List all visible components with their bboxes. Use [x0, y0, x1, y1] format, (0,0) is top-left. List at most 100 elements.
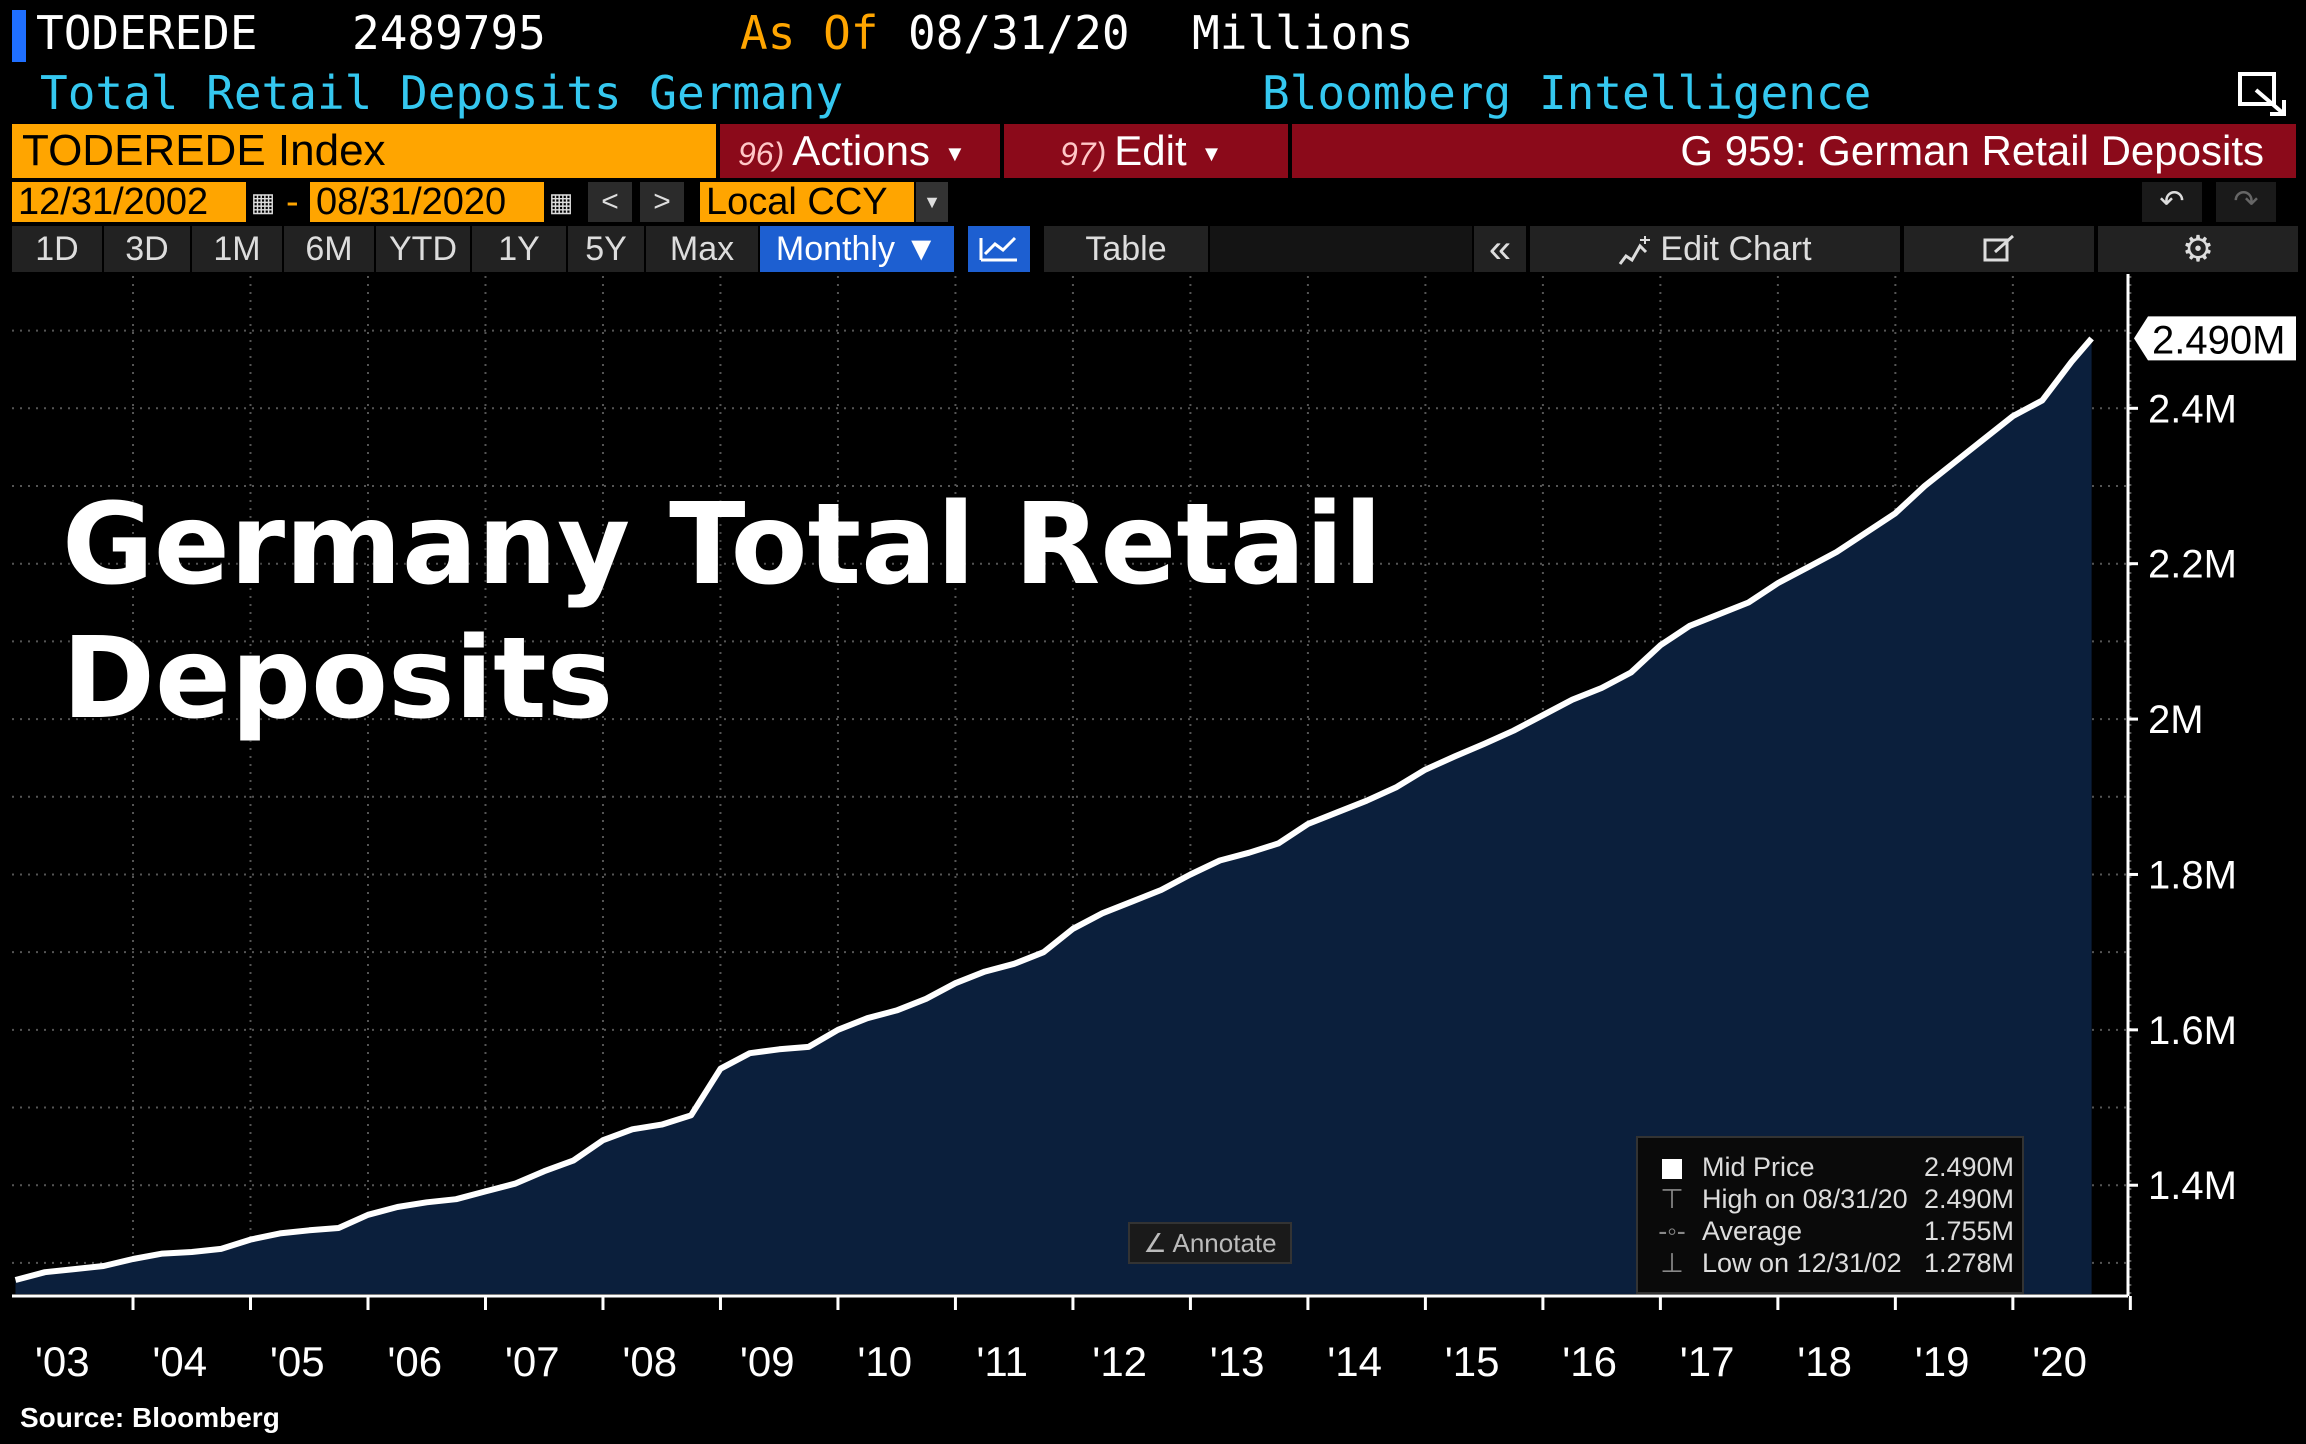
x-tick-label: '11	[976, 1338, 1028, 1385]
actions-button[interactable]: 96) Actions ▼	[720, 124, 1000, 178]
y-tick-label: 1.8M	[2148, 853, 2237, 897]
x-tick-label: '19	[1915, 1338, 1970, 1385]
edit-label: Edit	[1114, 127, 1187, 174]
chart-edit-icon	[1619, 236, 1651, 265]
edit-button[interactable]: 97) Edit ▼	[1004, 124, 1288, 178]
x-tick-label: '07	[505, 1338, 560, 1385]
y-axis-ticks: 1.4M 1.6M 1.8M 2M 2.2M 2.4M	[2128, 387, 2237, 1208]
provider-label: Bloomberg Intelligence	[1262, 66, 1872, 120]
actions-label: Actions	[792, 127, 930, 174]
x-tick-label: '04	[152, 1338, 207, 1385]
x-tick-label: '14	[1327, 1338, 1382, 1385]
range-max[interactable]: Max	[646, 226, 758, 272]
y-tick-label: 2M	[2148, 698, 2204, 742]
last-value-tag-shape	[2134, 316, 2296, 361]
as-of-date: 08/31/20	[908, 6, 1130, 60]
x-tick-label: '06	[387, 1338, 442, 1385]
x-tick-label: '16	[1562, 1338, 1617, 1385]
legend-value: 2.490M	[1923, 1184, 2014, 1214]
legend-value: 2.490M	[1923, 1152, 2014, 1182]
chevron-down-icon: ▼	[1200, 140, 1223, 166]
range-ytd[interactable]: YTD	[376, 226, 470, 272]
y-tick-label: 2.4M	[2148, 387, 2237, 431]
page-title: G 959: German Retail Deposits	[1292, 124, 2296, 178]
legend-row: ⊥ Low on 12/31/02 1.278M	[1652, 1248, 2014, 1280]
frequency-select[interactable]: Monthly ▼	[760, 226, 954, 272]
series-line	[14, 336, 2094, 1283]
line-chart-icon[interactable]	[968, 226, 1030, 272]
range-6m[interactable]: 6M	[284, 226, 374, 272]
x-tick-label: '20	[2032, 1338, 2087, 1385]
as-of-label: As Of	[740, 6, 879, 60]
chart-title-overlay: Germany Total Retail Deposits	[62, 478, 1382, 746]
undo-icon[interactable]: ↶	[2142, 182, 2202, 222]
prev-period-button[interactable]: <	[588, 182, 632, 222]
next-period-button[interactable]: >	[640, 182, 684, 222]
end-date-input[interactable]: 08/31/2020	[310, 182, 544, 222]
range-1y[interactable]: 1Y	[472, 226, 566, 272]
last-value-tag-label: 2.490M	[2152, 318, 2285, 362]
average-marker-icon: -◦-	[1658, 1216, 1686, 1246]
chart-title-line-1: Germany Total Retail	[62, 480, 1383, 610]
x-tick-label: '05	[270, 1338, 325, 1385]
x-tick-label: '08	[622, 1338, 677, 1385]
x-tick-label: '09	[740, 1338, 795, 1385]
x-axis-ticks: '03 '04 '05 '06 '07 '08 '09 '10 '11 '12 '13 '14 '15 '…	[35, 1296, 2132, 1385]
chevron-down-icon[interactable]: ▼	[916, 182, 948, 222]
x-tick-label: '18	[1797, 1338, 1852, 1385]
pencil-icon: ∠	[1143, 1228, 1173, 1258]
range-toolbar: 1D 3D 1M 6M YTD 1Y 5Y Max Monthly ▼ Tabl…	[0, 224, 2306, 274]
ticker-marker	[12, 10, 26, 62]
range-1m[interactable]: 1M	[192, 226, 282, 272]
toolbar-spacer	[1210, 226, 1472, 272]
y-tick-label: 2.2M	[2148, 543, 2237, 587]
range-1d[interactable]: 1D	[12, 226, 102, 272]
x-tick-label: '12	[1092, 1338, 1147, 1385]
legend-value: 1.755M	[1923, 1216, 2014, 1246]
x-tick-label: '03	[35, 1338, 90, 1385]
legend-row[interactable]: Mid Price 2.490M	[1652, 1152, 2014, 1184]
date-separator: -	[286, 181, 299, 223]
collapse-icon[interactable]: «	[1474, 226, 1526, 272]
security-toolbar: TODEREDE Index 96) Actions ▼ 97) Edit ▼ G 95…	[0, 122, 2306, 180]
source-note: Source: Bloomberg	[20, 1402, 280, 1433]
currency-select[interactable]: Local CCY	[700, 182, 914, 222]
popout-icon[interactable]	[2236, 70, 2292, 120]
x-tick-label: '17	[1680, 1338, 1735, 1385]
high-marker-icon: ⊤	[1660, 1184, 1684, 1214]
x-tick-label: '15	[1445, 1338, 1500, 1385]
gear-icon[interactable]: ⚙	[2098, 226, 2298, 272]
legend-label: High on 08/31/20	[1702, 1184, 1908, 1214]
y-tick-label: 1.6M	[2148, 1009, 2237, 1053]
edit-chart-button[interactable]: Edit Chart	[1530, 226, 1900, 272]
actions-number: 96)	[738, 136, 785, 172]
annotate-label: Annotate	[1172, 1228, 1277, 1258]
legend-row: -◦- Average 1.755M	[1652, 1216, 2014, 1248]
chart-legend[interactable]: Mid Price 2.490M ⊤ High on 08/31/20 2.49…	[1636, 1136, 2024, 1294]
last-value: 2489795	[352, 6, 546, 60]
legend-label: Mid Price	[1702, 1152, 1815, 1182]
legend-label: Average	[1702, 1216, 1803, 1246]
range-5y[interactable]: 5Y	[568, 226, 644, 272]
calendar-icon[interactable]: ▦	[248, 182, 278, 222]
x-tick-label: '13	[1210, 1338, 1265, 1385]
y-tick-label: 1.4M	[2148, 1164, 2237, 1208]
legend-value: 1.278M	[1923, 1248, 2014, 1278]
calendar-icon[interactable]: ▦	[546, 182, 576, 222]
annotate-button[interactable]: ∠ Annotate	[1128, 1222, 1292, 1264]
x-tick-label: '10	[857, 1338, 912, 1385]
legend-label: Low on 12/31/02	[1702, 1248, 1902, 1278]
redo-icon[interactable]: ↷	[2216, 182, 2276, 222]
annotate-tool-icon[interactable]	[1904, 226, 2094, 272]
security-description: Total Retail Deposits Germany	[40, 66, 844, 120]
last-value-tag: 2.490M	[2134, 316, 2296, 362]
security-field[interactable]: TODEREDE Index	[12, 124, 716, 178]
range-3d[interactable]: 3D	[104, 226, 190, 272]
legend-row: ⊤ High on 08/31/20 2.490M	[1652, 1184, 2014, 1216]
low-marker-icon: ⊥	[1660, 1248, 1684, 1278]
table-button[interactable]: Table	[1044, 226, 1208, 272]
units-label: Millions	[1192, 6, 1414, 60]
edit-chart-label: Edit Chart	[1660, 230, 1812, 268]
start-date-input[interactable]: 12/31/2002	[12, 182, 246, 222]
